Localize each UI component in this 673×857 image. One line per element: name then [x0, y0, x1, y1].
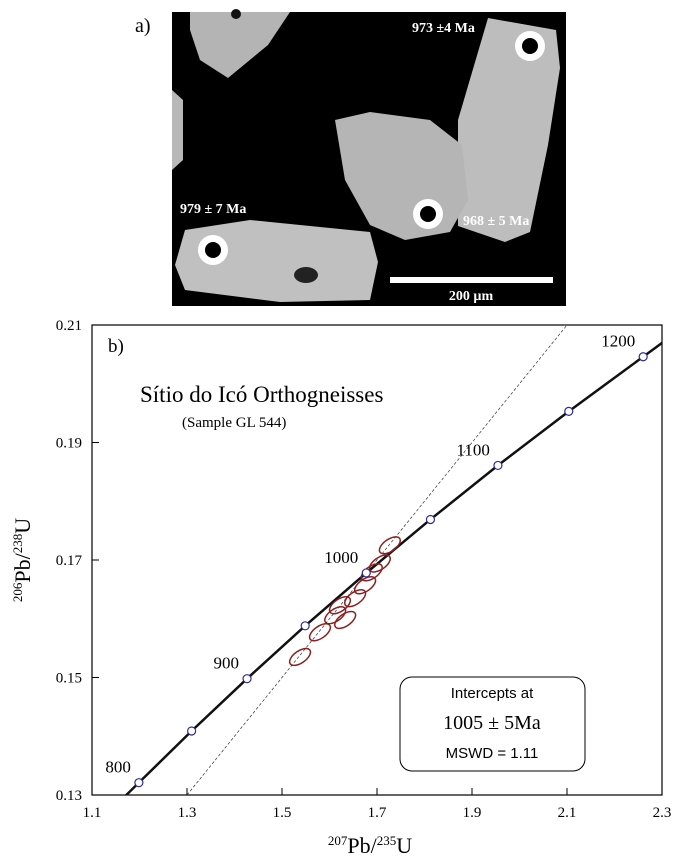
x-tick-label: 1.1 [83, 805, 102, 821]
concordia-point [493, 460, 503, 471]
scale-bar-label: 200 µm [449, 289, 494, 304]
age-annotation: 979 ± 7 Ma [180, 202, 246, 217]
concordia-extension [642, 341, 662, 358]
age-label: 1000 [324, 548, 358, 567]
x-axis-label: 207Pb/235U [328, 833, 412, 857]
y-axis-label: 206Pb/238U [10, 518, 35, 602]
concordia-point [242, 674, 252, 684]
y-tick-label: 0.21 [56, 318, 82, 334]
x-tick-label: 1.7 [368, 805, 387, 821]
intercept-box [399, 676, 586, 772]
data-ellipse [343, 588, 367, 608]
concordia-point [425, 514, 436, 525]
data-ellipse [288, 647, 312, 667]
age-annotation: 973 ±4 Ma [412, 21, 475, 36]
y-tick-label: 0.13 [56, 788, 82, 804]
x-tick-label: 1.5 [273, 805, 292, 821]
y-tick-label: 0.17 [56, 553, 83, 569]
discordia-line [186, 325, 568, 795]
x-tick-label: 2.3 [653, 805, 672, 821]
concordia-point [187, 726, 197, 736]
x-tick-label: 1.3 [178, 805, 197, 821]
age-label: 800 [105, 758, 131, 777]
data-ellipse [308, 623, 332, 642]
box-text: 1005 ± 5Ma [443, 712, 541, 734]
age-label: 1200 [601, 332, 635, 351]
y-tick-label: 0.19 [56, 436, 82, 452]
data-ellipse [378, 536, 401, 555]
chart-subtitle: (Sample GL 544) [182, 415, 286, 431]
chart-title: Sítio do Icó Orthogneisses [140, 382, 383, 407]
concordia-point [564, 406, 574, 416]
panel-label: a) [135, 15, 151, 37]
x-tick-label: 2.1 [558, 805, 577, 821]
panel-label: b) [108, 336, 124, 357]
box-text: Intercepts at [451, 685, 534, 702]
data-ellipse [360, 563, 383, 582]
x-tick-label: 1.9 [463, 805, 482, 821]
zircon-grains [172, 9, 560, 302]
age-annotation: 968 ± 5 Ma [463, 214, 529, 229]
age-label: 1100 [457, 440, 490, 459]
concordia-point [638, 352, 648, 362]
age-label: 900 [214, 654, 240, 673]
data-ellipse [334, 610, 357, 630]
concordia-point [300, 621, 310, 631]
concordia-point [361, 568, 371, 578]
box-text: MSWD = 1.11 [446, 745, 539, 762]
data-ellipse [328, 596, 352, 615]
data-ellipse [353, 576, 377, 595]
y-tick-label: 0.15 [56, 671, 82, 687]
concordia-point [134, 778, 144, 788]
